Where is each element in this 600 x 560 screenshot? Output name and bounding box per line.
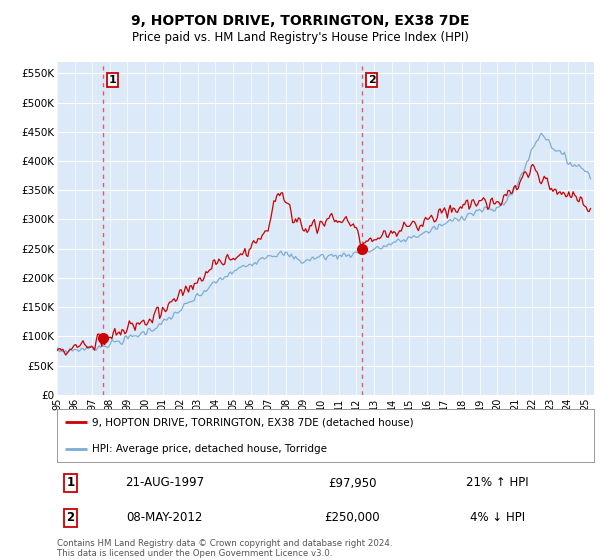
Text: 1: 1 <box>109 75 116 85</box>
Text: 1: 1 <box>67 477 74 489</box>
Text: 4% ↓ HPI: 4% ↓ HPI <box>470 511 525 524</box>
Text: 21-AUG-1997: 21-AUG-1997 <box>125 477 204 489</box>
Text: 2: 2 <box>67 511 74 524</box>
Text: 21% ↑ HPI: 21% ↑ HPI <box>466 477 529 489</box>
Text: 9, HOPTON DRIVE, TORRINGTON, EX38 7DE (detached house): 9, HOPTON DRIVE, TORRINGTON, EX38 7DE (d… <box>92 417 413 427</box>
Text: 9, HOPTON DRIVE, TORRINGTON, EX38 7DE: 9, HOPTON DRIVE, TORRINGTON, EX38 7DE <box>131 14 469 28</box>
Text: 2: 2 <box>368 75 376 85</box>
Text: £250,000: £250,000 <box>325 511 380 524</box>
Text: 08-MAY-2012: 08-MAY-2012 <box>126 511 203 524</box>
Text: Contains HM Land Registry data © Crown copyright and database right 2024.
This d: Contains HM Land Registry data © Crown c… <box>57 539 392 558</box>
Text: HPI: Average price, detached house, Torridge: HPI: Average price, detached house, Torr… <box>92 444 327 454</box>
Text: Price paid vs. HM Land Registry's House Price Index (HPI): Price paid vs. HM Land Registry's House … <box>131 31 469 44</box>
Text: £97,950: £97,950 <box>328 477 377 489</box>
